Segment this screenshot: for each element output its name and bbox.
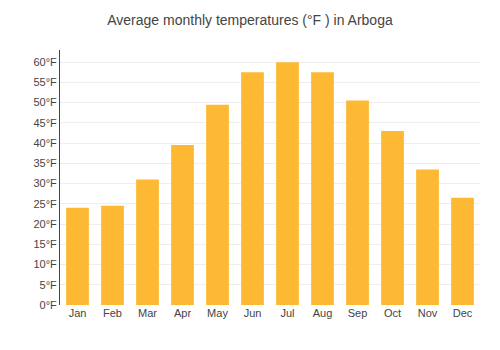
svg-text:55°F: 55°F	[33, 76, 57, 88]
svg-text:35°F: 35°F	[33, 157, 57, 169]
svg-text:60°F: 60°F	[33, 56, 57, 68]
svg-text:Dec: Dec	[453, 307, 473, 319]
svg-text:25°F: 25°F	[33, 198, 57, 210]
svg-text:40°F: 40°F	[33, 137, 57, 149]
svg-text:30°F: 30°F	[33, 177, 57, 189]
svg-text:10°F: 10°F	[33, 258, 57, 270]
svg-text:Jul: Jul	[280, 307, 294, 319]
svg-text:Average monthly temperatures (: Average monthly temperatures (°F ) in Ar…	[107, 12, 393, 28]
svg-text:5°F: 5°F	[40, 279, 58, 291]
svg-text:Sep: Sep	[348, 307, 368, 319]
svg-text:45°F: 45°F	[33, 117, 57, 129]
svg-text:Nov: Nov	[418, 307, 438, 319]
svg-text:Feb: Feb	[103, 307, 122, 319]
svg-text:50°F: 50°F	[33, 96, 57, 108]
svg-text:Aug: Aug	[313, 307, 333, 319]
svg-text:15°F: 15°F	[33, 238, 57, 250]
svg-text:20°F: 20°F	[33, 218, 57, 230]
svg-text:0°F: 0°F	[40, 299, 58, 311]
svg-text:Jan: Jan	[69, 307, 87, 319]
svg-text:Mar: Mar	[138, 307, 157, 319]
svg-text:Apr: Apr	[174, 307, 191, 319]
svg-text:Oct: Oct	[384, 307, 401, 319]
svg-text:Jun: Jun	[244, 307, 262, 319]
svg-text:May: May	[207, 307, 228, 319]
